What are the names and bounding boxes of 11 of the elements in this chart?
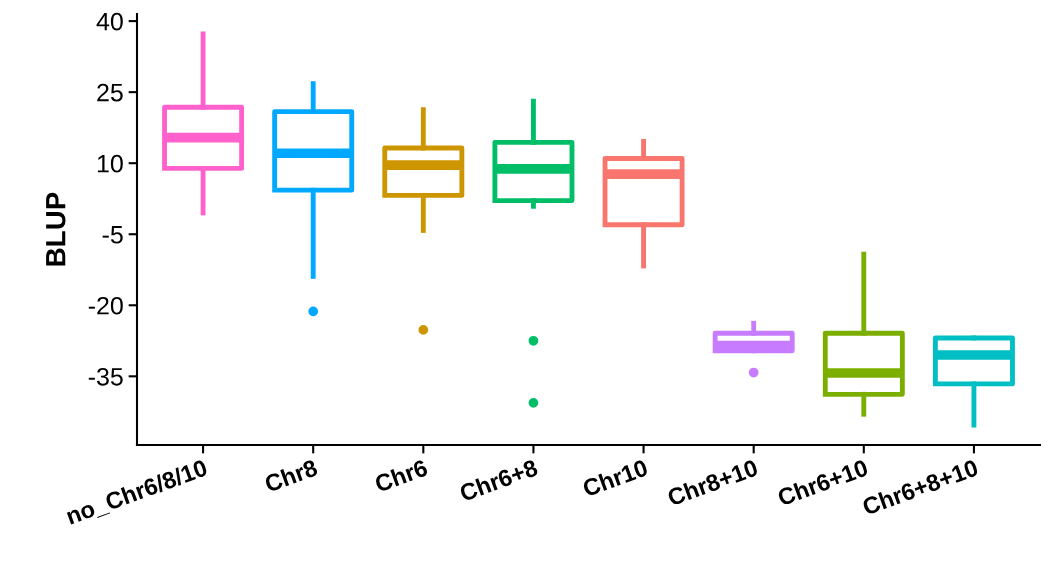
y-tick-label: 40 xyxy=(96,12,123,31)
x-tick-label: Chr6 xyxy=(373,458,429,493)
y-tick-label: 25 xyxy=(97,83,123,102)
y-tick-label: -35 xyxy=(88,367,123,386)
y-tick-label: 10 xyxy=(97,154,123,173)
y-tick-label: -20 xyxy=(88,296,123,315)
x-tick-label: Chr10 xyxy=(581,458,649,498)
y-tick-label: -5 xyxy=(102,226,123,244)
x-tick-label: Chr6+8 xyxy=(458,458,539,502)
x-tick-label: Chr8 xyxy=(263,458,319,493)
y-axis-title: BLUP xyxy=(46,192,66,266)
